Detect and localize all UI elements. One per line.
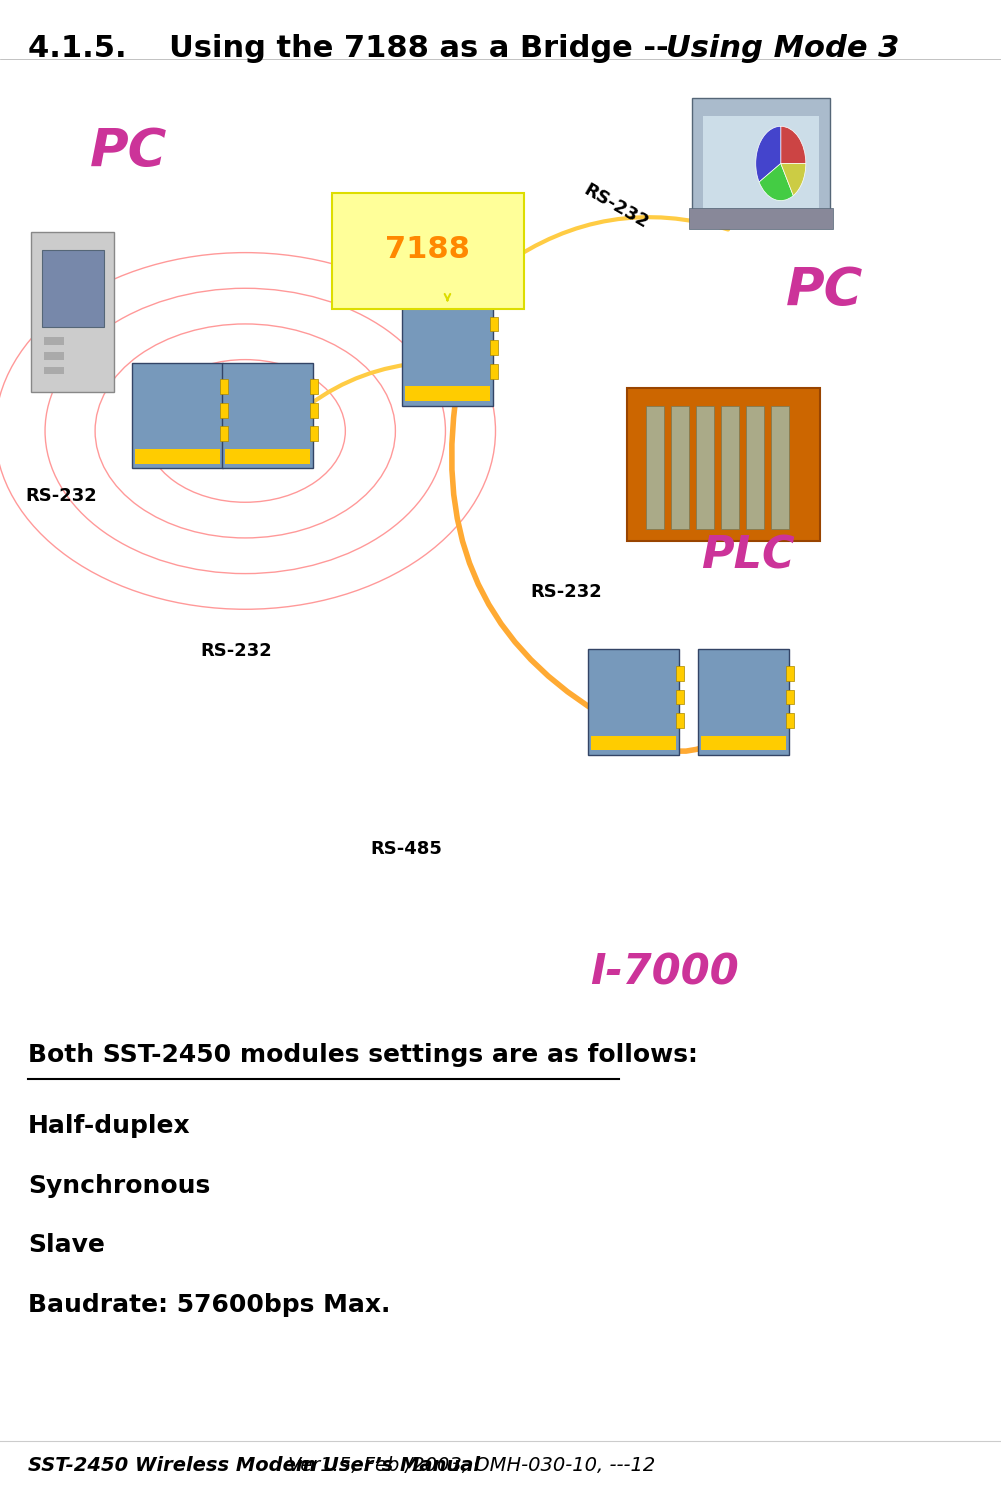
Text: I-7000: I-7000 <box>591 951 740 993</box>
Bar <box>676 690 684 704</box>
Bar <box>771 406 789 529</box>
Bar <box>220 403 228 418</box>
Bar <box>44 352 64 360</box>
Bar <box>42 250 104 327</box>
Bar <box>786 713 794 728</box>
Wedge shape <box>781 126 806 163</box>
Text: Synchronous: Synchronous <box>28 1174 210 1198</box>
Text: RS-485: RS-485 <box>370 840 442 857</box>
Bar <box>490 364 498 379</box>
Wedge shape <box>756 126 781 181</box>
Wedge shape <box>781 163 806 196</box>
Bar <box>20 65 981 1010</box>
Bar <box>591 736 676 750</box>
Bar <box>696 406 714 529</box>
FancyBboxPatch shape <box>689 208 833 229</box>
Bar <box>786 690 794 704</box>
Bar <box>225 449 310 464</box>
Text: Slave: Slave <box>28 1233 105 1257</box>
Bar <box>490 317 498 331</box>
Bar <box>646 406 664 529</box>
Bar <box>310 379 318 394</box>
Text: 7188: 7188 <box>385 235 469 265</box>
FancyBboxPatch shape <box>627 388 820 541</box>
Text: PLC: PLC <box>701 535 795 578</box>
FancyBboxPatch shape <box>698 649 789 755</box>
FancyBboxPatch shape <box>692 98 830 221</box>
FancyBboxPatch shape <box>222 363 313 468</box>
Bar <box>44 337 64 345</box>
Bar <box>721 406 739 529</box>
Bar <box>405 386 490 401</box>
Text: RS-232: RS-232 <box>25 487 97 505</box>
Bar <box>676 713 684 728</box>
Bar <box>44 367 64 374</box>
Wedge shape <box>759 163 793 201</box>
Bar <box>671 406 689 529</box>
Text: Ver1.5, Feb /2003, OMH-030-10, ---12: Ver1.5, Feb /2003, OMH-030-10, ---12 <box>288 1456 656 1476</box>
Bar <box>746 406 764 529</box>
Text: 4.1.5.    Using the 7188 as a Bridge --: 4.1.5. Using the 7188 as a Bridge -- <box>28 34 690 64</box>
Text: Both SST-2450 modules settings are as follows:: Both SST-2450 modules settings are as fo… <box>28 1043 698 1067</box>
Bar <box>676 666 684 681</box>
Text: Half-duplex: Half-duplex <box>28 1114 190 1138</box>
Text: RS-232: RS-232 <box>581 181 652 233</box>
Bar <box>135 449 220 464</box>
FancyBboxPatch shape <box>402 300 493 406</box>
FancyBboxPatch shape <box>332 193 524 309</box>
Text: Baudrate: 57600bps Max.: Baudrate: 57600bps Max. <box>28 1293 390 1317</box>
Text: RS-232: RS-232 <box>531 583 603 600</box>
FancyBboxPatch shape <box>588 649 679 755</box>
Bar <box>220 379 228 394</box>
Text: RS-232: RS-232 <box>200 642 272 660</box>
Bar <box>310 426 318 441</box>
Text: PC: PC <box>90 126 167 178</box>
Bar <box>701 736 786 750</box>
Bar <box>310 403 318 418</box>
Bar <box>786 666 794 681</box>
Bar <box>220 426 228 441</box>
Bar <box>703 116 819 208</box>
Text: SST-2450 Wireless Modem User’s Manual: SST-2450 Wireless Modem User’s Manual <box>28 1456 486 1476</box>
FancyBboxPatch shape <box>31 232 114 392</box>
Bar <box>490 340 498 355</box>
Text: PC: PC <box>786 265 863 317</box>
FancyBboxPatch shape <box>132 363 223 468</box>
Text: Using Mode 3: Using Mode 3 <box>666 34 899 64</box>
